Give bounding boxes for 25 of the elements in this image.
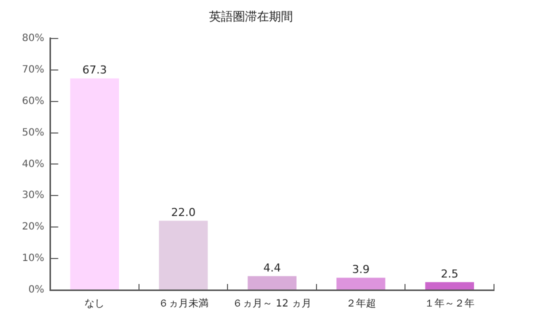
data-label: 4.4 <box>263 262 281 275</box>
bar <box>248 276 297 290</box>
y-tick-label: 20% <box>22 222 44 233</box>
data-label: 22.0 <box>171 206 196 220</box>
y-tick-label: 60% <box>22 96 44 107</box>
y-tick-label: 50% <box>22 127 44 138</box>
y-tick-label: 40% <box>22 158 44 170</box>
y-tick-label: 10% <box>22 253 44 264</box>
data-label: 67.3 <box>82 64 107 77</box>
bar <box>70 78 120 290</box>
y-tick-label: 80% <box>22 32 44 44</box>
data-label: 2.5 <box>440 267 458 280</box>
y-tick-label: 0% <box>28 284 44 296</box>
bar <box>336 278 386 290</box>
x-tick-label: ２年超 <box>346 298 376 310</box>
x-tick-label: ６ヵ月～ 12 ヵ月 <box>232 298 312 310</box>
x-tick-label: ６ヵ月未満 <box>158 298 208 310</box>
bar <box>425 282 474 290</box>
y-tick-label: 30% <box>22 190 44 202</box>
x-tick-label: １年～２年 <box>424 298 475 310</box>
bar <box>158 220 208 290</box>
y-tick-label: 70% <box>22 64 44 76</box>
chart-title: 英語圏滞在期間 <box>209 9 293 24</box>
x-tick-label: なし <box>84 298 105 310</box>
data-label: 3.9 <box>352 263 370 276</box>
